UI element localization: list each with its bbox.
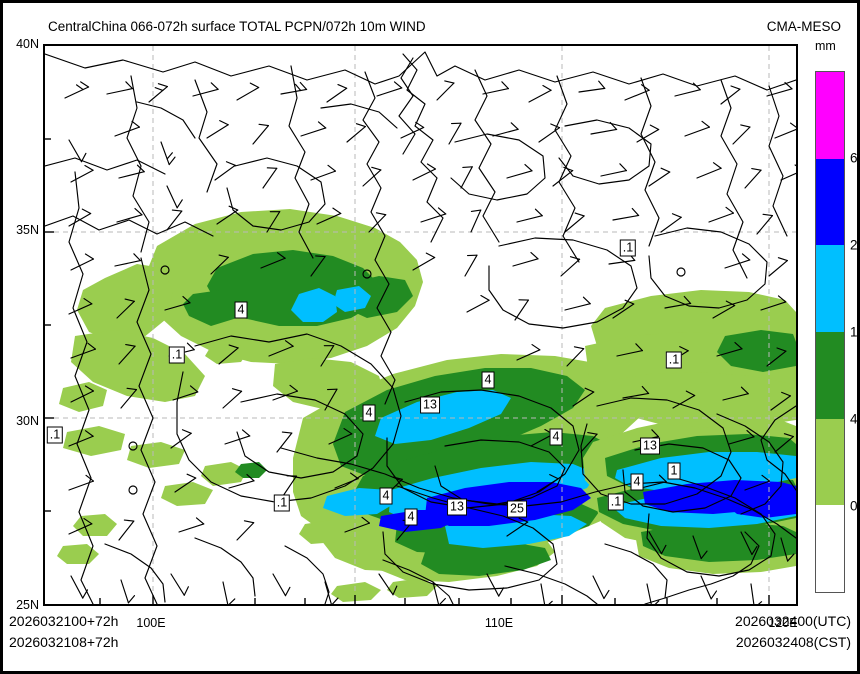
colorbar-band-darkgreen [816,331,844,419]
contour-label: .1 [607,493,625,511]
contour-label: 4 [630,473,644,491]
contour-label: 4 [481,371,495,389]
administrative-boundaries [45,51,796,604]
contour-label: 4 [404,508,418,526]
colorbar[interactable] [815,71,845,593]
colorbar-tick-25: 25 [850,237,860,253]
lat-label-30n: 30N [16,414,39,428]
lat-label-25n: 25N [16,598,39,612]
precip-region-central-belt [293,354,649,582]
precip-region-northeast-band [585,290,796,428]
lon-label-120e: 120E [768,616,798,630]
contour-label: 4 [234,301,248,319]
wind-barb-field [64,80,796,604]
contour-label: 4 [379,487,393,505]
lat-label-40n: 40N [16,37,39,51]
colorbar-tick-0p1: 0.1 [850,498,860,514]
footer-init-time-cst: 2026032108+72h [9,634,119,650]
contour-label: 4 [362,404,376,422]
contour-label: 25 [507,500,527,518]
contour-label: .1 [46,426,64,444]
axis-ticks [45,138,770,604]
page-title: CentralChina 066-072h surface TOTAL PCPN… [48,19,426,34]
colorbar-band-white [816,505,844,592]
colorbar-band-cyan [816,245,844,332]
footer-init-time-utc: 2026032100+72h [9,613,119,629]
colorbar-band-blue [816,158,844,246]
footer-valid-time-cst: 2026032408(CST) [735,634,851,650]
colorbar-tick-60: 60 [850,150,860,166]
colorbar-tick-4: 4 [850,411,858,427]
contour-label: 13 [640,437,660,455]
contour-label: 1 [667,462,681,480]
map-canvas [45,46,796,604]
contour-label: 13 [447,498,467,516]
footer-valid-time-utc: 2026032400(UTC) [735,613,851,629]
colorbar-unit-label: mm [815,39,836,53]
contour-label: .1 [273,494,291,512]
precip-scattered-cells [57,342,437,602]
contour-label: .1 [168,346,186,364]
precipitation-map[interactable]: .1 4.1.1.1.1 4 13 4 4 4 13 25 4 13 4 1.1 [43,44,798,606]
lat-label-35n: 35N [16,223,39,237]
precip-region-eastern-belt [583,414,796,574]
contour-label: 13 [420,396,440,414]
contour-label: .1 [619,239,637,257]
colorbar-tick-13: 13 [850,324,860,340]
model-name-label: CMA-MESO [766,19,841,34]
colorbar-band-magenta [816,72,844,159]
lon-label-100e: 100E [136,616,166,630]
contour-label: .1 [665,351,683,369]
lon-label-110e: 110E [484,616,514,630]
contour-label: 4 [549,428,563,446]
colorbar-band-lightgreen [816,418,844,506]
